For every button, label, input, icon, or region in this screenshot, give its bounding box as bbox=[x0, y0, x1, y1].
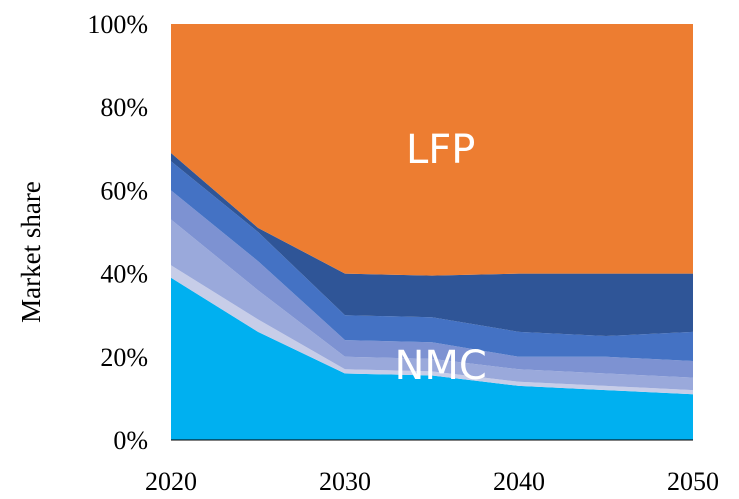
y-tick-label: 0% bbox=[113, 426, 148, 455]
x-tick-labels: 2020 2030 2040 2050 bbox=[145, 467, 719, 496]
area-nmc_a bbox=[171, 277, 693, 440]
y-tick-label: 20% bbox=[100, 343, 148, 372]
x-tick-label: 2020 bbox=[145, 467, 197, 496]
x-tick-label: 2040 bbox=[493, 467, 545, 496]
area-nmc_f bbox=[171, 152, 693, 336]
y-tick-label: 40% bbox=[100, 260, 148, 289]
area-nmc_d bbox=[171, 190, 693, 378]
region-labels: LFP NMC bbox=[395, 127, 487, 389]
x-tick-label: 2030 bbox=[319, 467, 371, 496]
region-label-lfp: LFP bbox=[406, 127, 475, 173]
area-lfp bbox=[171, 24, 693, 276]
y-tick-labels: 0% 20% 40% 60% 80% 100% bbox=[87, 10, 148, 455]
y-tick-label: 80% bbox=[100, 93, 148, 122]
y-tick-label: 100% bbox=[87, 10, 148, 39]
area-nmc_b bbox=[171, 265, 693, 395]
stacked-areas bbox=[171, 24, 693, 440]
area-nmc_e bbox=[171, 161, 693, 361]
y-axis-label: Market share bbox=[16, 181, 46, 323]
x-tick-label: 2050 bbox=[667, 467, 719, 496]
region-label-nmc: NMC bbox=[395, 343, 487, 389]
y-tick-label: 60% bbox=[100, 176, 148, 205]
area-nmc_c bbox=[171, 219, 693, 391]
